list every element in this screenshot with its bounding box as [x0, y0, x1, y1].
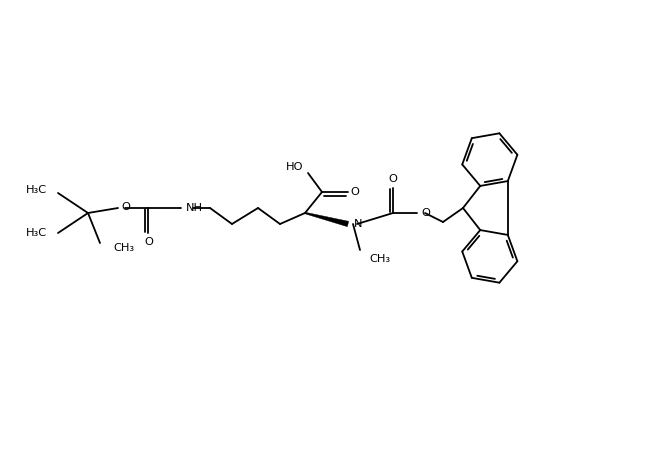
Text: NH: NH — [186, 203, 203, 213]
Text: O: O — [350, 187, 360, 197]
Text: N: N — [354, 219, 363, 229]
Text: O: O — [121, 202, 130, 212]
Polygon shape — [305, 212, 349, 227]
Text: H₃C: H₃C — [26, 228, 47, 238]
Text: O: O — [145, 237, 153, 247]
Text: H₃C: H₃C — [26, 185, 47, 195]
Text: O: O — [389, 174, 397, 184]
Text: HO: HO — [286, 162, 303, 172]
Text: O: O — [421, 208, 430, 218]
Text: CH₃: CH₃ — [369, 254, 390, 264]
Text: CH₃: CH₃ — [113, 243, 134, 253]
